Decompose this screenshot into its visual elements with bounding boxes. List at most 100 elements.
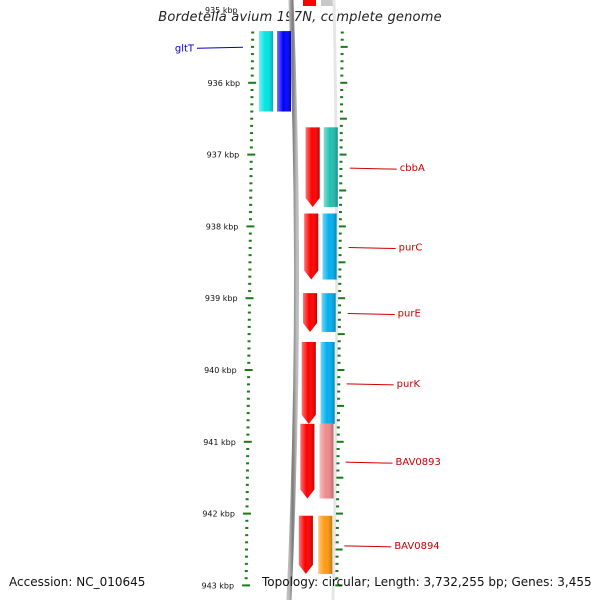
minor-tick-right [339,132,343,135]
minor-tick-left [248,232,252,235]
major-tick-left [246,225,255,228]
minor-tick-left [249,175,253,178]
minor-tick-right [340,96,344,99]
minor-tick-left [248,268,252,271]
scale-label: 940 kbp [204,366,237,375]
minor-tick-left [249,167,253,170]
minor-tick-right [335,534,339,537]
minor-tick-right [337,354,341,357]
minor-tick-left [248,218,252,221]
minor-tick-left [245,526,249,529]
major-tick-right [340,45,348,48]
minor-tick-left [251,31,255,34]
label-leader-line [196,46,244,49]
minor-tick-left [250,67,254,70]
accession-text: Accession: NC_010645 [9,575,146,589]
minor-tick-right [338,211,342,214]
minor-tick-left [249,196,253,199]
major-tick-left [243,440,252,443]
minor-tick-left [247,347,251,350]
minor-tick-right [335,570,339,573]
major-tick-right [338,261,346,264]
minor-tick-right [336,426,340,429]
label-leader-line [347,313,395,316]
minor-tick-left [248,261,252,264]
minor-tick-right [337,390,341,393]
minor-tick-left [248,246,252,249]
minor-tick-left [249,160,253,163]
major-tick-right [339,153,347,156]
minor-tick-right [337,383,341,386]
minor-tick-left [244,555,248,558]
gene-bav0893 [300,423,334,499]
major-tick-right [339,117,347,120]
minor-tick-right [339,124,343,127]
minor-tick-left [245,519,249,522]
topology-text: Topology: circular; Length: 3,732,255 bp… [262,575,592,589]
minor-tick-left [245,541,249,544]
minor-tick-left [247,304,251,307]
minor-tick-left [250,53,254,56]
top-fragment [303,0,334,6]
major-tick-right [338,225,346,228]
tick-marks-left [242,31,257,587]
minor-tick-left [249,189,253,192]
minor-tick-left [249,203,253,206]
gene-cbba [305,127,338,208]
minor-tick-left [247,383,251,386]
minor-tick-right [335,541,339,544]
minor-tick-left [246,462,250,465]
minor-tick-right [338,275,342,278]
minor-tick-right [339,139,343,142]
minor-tick-left [245,469,249,472]
gene-labels: gltT cbbA purC purE purK BAV0893 BAV0894 [175,43,441,552]
gene-purk [301,341,335,424]
minor-tick-right [337,361,341,364]
minor-tick-right [339,182,343,185]
minor-tick-left [250,117,254,120]
minor-tick-left [250,74,254,77]
minor-tick-right [336,447,340,450]
major-tick-right [339,189,347,192]
gene-label-bav0894: BAV0894 [394,541,439,552]
major-tick-right [337,404,345,407]
minor-tick-left [248,254,252,257]
minor-tick-right [338,268,342,271]
minor-tick-left [248,239,252,242]
minor-tick-right [337,325,341,328]
minor-tick-right [337,397,341,400]
scale-labels: 936 kbp 937 kbp 938 kbp 939 kbp 940 kbp 941 k… [201,79,240,591]
minor-tick-right [339,110,343,113]
label-leader-line [349,167,397,170]
minor-tick-left [248,275,252,278]
major-tick-right [336,440,344,443]
minor-tick-right [336,455,340,458]
minor-tick-right [339,167,343,170]
minor-tick-right [338,246,342,249]
minor-tick-right [336,483,340,486]
minor-tick-right [338,239,342,242]
minor-tick-left [251,45,255,48]
minor-tick-left [247,311,251,314]
scale-label: 941 kbp [203,438,236,447]
gene-label-purc: purC [399,243,423,254]
minor-tick-left [245,548,249,551]
minor-tick-left [249,182,253,185]
major-tick-left [245,297,254,300]
minor-tick-right [340,67,344,70]
tick-marks-right [335,31,348,587]
major-tick-left [244,369,253,371]
minor-tick-right [338,254,342,257]
top-cut-scale-label: 935 kbp [205,6,238,15]
minor-tick-left [246,397,250,400]
minor-tick-right [336,498,340,501]
minor-tick-right [339,160,343,163]
minor-tick-right [336,491,340,494]
major-tick-left [247,153,256,156]
minor-tick-left [245,505,249,508]
minor-tick-right [340,88,344,91]
minor-tick-left [247,340,251,343]
major-tick-right [336,476,344,479]
minor-tick-right [339,146,343,149]
major-tick-right [335,548,343,551]
